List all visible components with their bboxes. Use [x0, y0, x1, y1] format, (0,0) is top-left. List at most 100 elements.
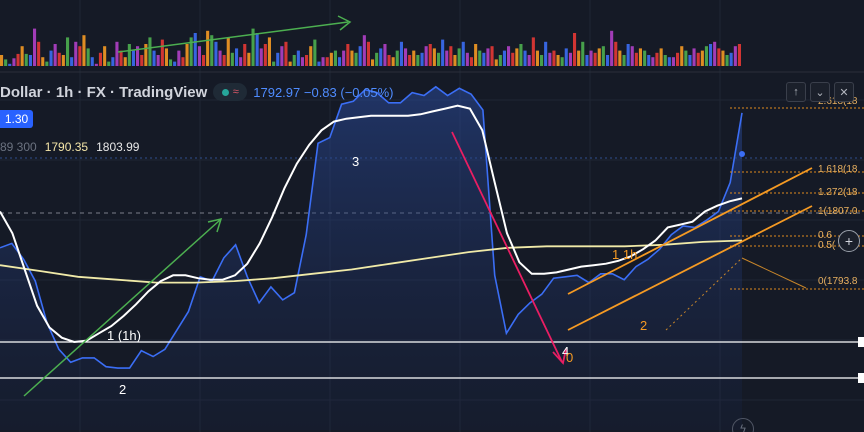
volume-bar — [185, 44, 189, 66]
volume-bar — [498, 55, 502, 66]
volume-bar — [371, 59, 375, 66]
volume-bar — [593, 52, 597, 66]
volume-bar — [387, 55, 391, 66]
volume-bar — [601, 46, 605, 66]
volume-bar — [399, 41, 403, 66]
volume-bar — [560, 57, 564, 66]
volume-bar — [614, 41, 618, 66]
volume-bar — [643, 50, 647, 66]
volume-bar — [82, 35, 86, 66]
volume-bar — [556, 55, 560, 66]
status-pill[interactable]: ≈ — [213, 83, 248, 101]
volume-bar — [721, 50, 725, 66]
volume-bar — [313, 39, 317, 66]
volume-bar — [177, 50, 181, 66]
volume-bar — [53, 44, 57, 66]
chevron-down-icon[interactable]: ⌄ — [810, 82, 830, 102]
volume-bar — [449, 46, 453, 66]
wave-label-2: 2 — [119, 382, 126, 397]
volume-bar — [41, 57, 45, 66]
wave-icon: ≈ — [232, 86, 239, 98]
last-price-tag: 1.30 — [0, 110, 33, 128]
flash-icon[interactable]: ϟ — [732, 418, 754, 432]
volume-bar — [284, 41, 288, 66]
wave-label-2b: 2 — [640, 318, 647, 333]
volume-bar — [729, 52, 733, 66]
close-icon[interactable]: ✕ — [834, 82, 854, 102]
volume-trend-arrow[interactable] — [117, 15, 352, 53]
volume-bar — [210, 35, 214, 66]
fib-label-1272: 1.272(18 — [818, 187, 858, 198]
support-handle-upper[interactable] — [858, 337, 864, 347]
volume-bar — [437, 52, 441, 66]
volume-bar — [24, 53, 28, 66]
volume-bar — [441, 39, 445, 66]
volume-bar — [123, 57, 127, 66]
volume-bar — [255, 33, 259, 66]
volume-bar — [222, 55, 226, 66]
symbol-label[interactable]: Dollar · 1h · FX · TradingView — [0, 83, 208, 101]
volume-bar — [267, 37, 271, 66]
volume-bar — [717, 48, 721, 66]
slow-moving-average — [0, 239, 743, 284]
last-price-dot — [739, 151, 745, 157]
fast-moving-average — [0, 104, 743, 344]
volume-bar — [597, 48, 601, 66]
volume-bar — [647, 55, 651, 66]
volume-bar — [519, 44, 523, 66]
zoom-in-icon[interactable]: + — [838, 230, 860, 252]
volume-bar — [346, 44, 350, 66]
volume-bar — [329, 52, 333, 66]
price-channel[interactable] — [567, 167, 813, 331]
uptrend-arrow[interactable] — [23, 217, 223, 397]
fib-label-1618: 1.618(18 — [818, 164, 858, 175]
volume-bar — [709, 44, 713, 66]
volume-bar — [469, 57, 473, 66]
volume-bar — [111, 57, 115, 66]
volume-bar — [37, 41, 41, 66]
ohlc-prev: 89 300 — [0, 140, 37, 154]
volume-bar — [119, 50, 123, 66]
fib-label-1: 1(1807.0 — [818, 206, 858, 217]
arrow-up-icon[interactable]: ↑ — [786, 82, 806, 102]
volume-bar — [626, 44, 630, 66]
volume-bar — [342, 50, 346, 66]
volume-bar — [589, 50, 593, 66]
volume-bar — [333, 50, 337, 66]
volume-bar — [408, 55, 412, 66]
price-line[interactable] — [0, 85, 743, 369]
volume-bar — [432, 48, 436, 66]
volume-bar — [239, 57, 243, 66]
volume-bar — [66, 37, 70, 66]
volume-bar — [540, 55, 544, 66]
volume-bar — [671, 57, 675, 66]
volume-bar — [404, 48, 408, 66]
volume-bar — [280, 46, 284, 66]
volume-bar — [391, 57, 395, 66]
volume-bar — [115, 41, 119, 66]
volume-bar — [577, 50, 581, 66]
downtrend-arrow[interactable] — [451, 131, 567, 365]
volume-bar — [461, 41, 465, 66]
volume-bar — [424, 46, 428, 66]
volume-bar — [300, 57, 304, 66]
volume-bar — [354, 52, 358, 66]
volume-bar — [684, 50, 688, 66]
volume-bar — [70, 57, 74, 66]
volume-bar — [713, 41, 717, 66]
volume-bar — [733, 46, 737, 66]
volume-bar — [61, 55, 65, 66]
volume-bar — [202, 55, 206, 66]
volume-bar — [321, 57, 325, 66]
support-handle-lower[interactable] — [858, 373, 864, 383]
volume-bar — [148, 37, 152, 66]
volume-bar — [276, 52, 280, 66]
volume-bar — [474, 44, 478, 66]
volume-bar — [610, 30, 614, 66]
volume-bar — [317, 61, 321, 66]
volume-bar — [173, 61, 177, 66]
volume-bar — [181, 57, 185, 66]
volume-bar — [28, 55, 32, 66]
